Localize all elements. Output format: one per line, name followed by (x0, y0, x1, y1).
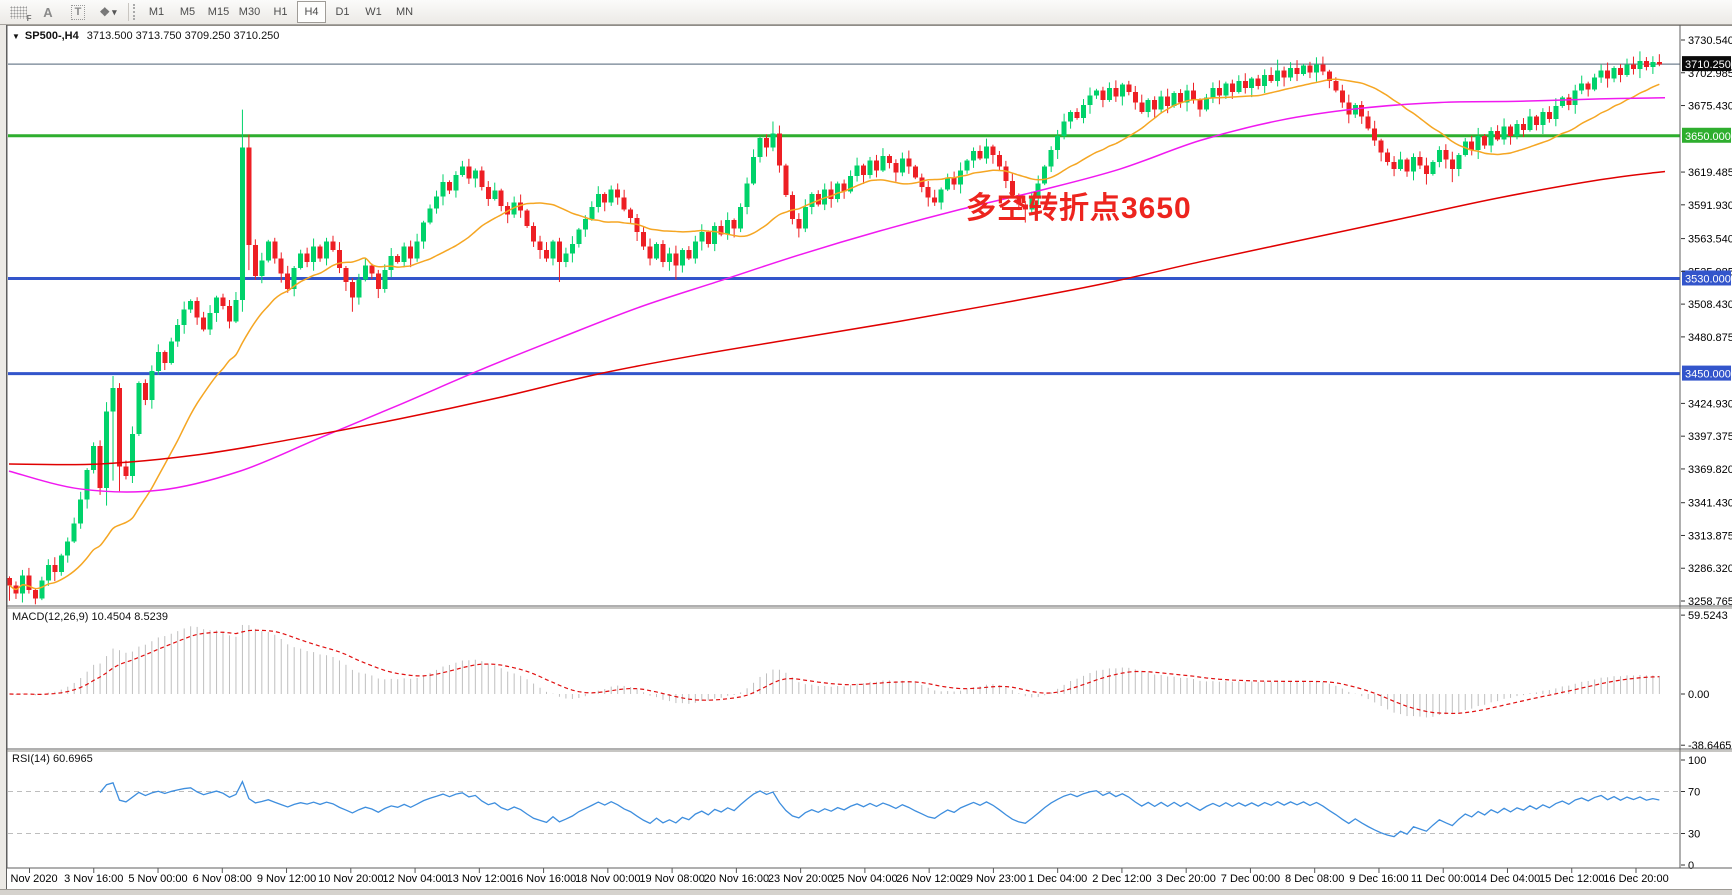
price-axis-label: 3508.430 (1688, 299, 1732, 311)
chart-collapse-icon[interactable]: ▼ (12, 32, 20, 41)
timeframe-toolbar: M1 M5 M15 M30 H1 H4 D1 W1 MN (141, 1, 420, 23)
time-axis-label: 3 Dec 20:00 (1157, 873, 1216, 885)
time-axis-label: 11 Dec 00:00 (1411, 873, 1476, 885)
time-axis-label: 13 Nov 12:00 (447, 873, 512, 885)
time-axis-label: 12 Nov 04:00 (382, 873, 447, 885)
timeframe-button-M1[interactable]: M1 (148, 6, 165, 18)
fast-sma20-line (9, 78, 1660, 591)
macd-scale-label: 0.00 (1688, 689, 1709, 701)
macd-signal-line (9, 629, 1660, 715)
macd-values: 10.4504 8.5239 (91, 611, 168, 623)
rsi-header: RSI(14) 60.6965 (12, 753, 93, 765)
timeframe-button-H1[interactable]: H1 (273, 6, 288, 18)
time-axis-label: 1 Dec 04:00 (1028, 873, 1087, 885)
time-axis-label: 16 Dec 20:00 (1603, 873, 1668, 885)
price-badge-label: 3650.000 (1685, 131, 1731, 143)
rsi-title: RSI(14) (12, 753, 50, 765)
time-axis[interactable]: 2 Nov 2020 3 Nov 16:00 5 Nov 00:00 6 Nov 08… (1, 873, 1668, 885)
rsi-scale-label: 0 (1688, 860, 1694, 872)
time-axis-label: 26 Nov 12:00 (896, 873, 961, 885)
price-axis-label: 3258.765 (1688, 596, 1732, 608)
timeframe-button-M15[interactable]: M15 (207, 6, 230, 18)
time-axis-label: 19 Nov 08:00 (639, 873, 704, 885)
time-axis-label: 23 Nov 20:00 (768, 873, 833, 885)
price-badge-label: 3530.000 (1685, 273, 1731, 285)
candlestick-series (7, 60, 1662, 599)
toolbar-separator (128, 3, 129, 21)
time-axis-label: 7 Dec 00:00 (1221, 873, 1280, 885)
slow-ma-line (8, 170, 1666, 466)
price-axis[interactable]: 3730.5403702.9853675.4303619.4853591.930… (1682, 35, 1732, 872)
font-tool-icon[interactable]: A (43, 4, 53, 20)
timeframe-button-M5[interactable]: M5 (179, 6, 196, 18)
time-axis-label: 25 Nov 04:00 (832, 873, 897, 885)
price-axis-label: 3730.540 (1688, 35, 1732, 47)
macd-scale-label: 59.5243 (1688, 610, 1728, 622)
price-axis-label: 3369.820 (1688, 464, 1732, 476)
timeframe-button-H4[interactable]: H4 (297, 1, 326, 23)
chart-text-annotation[interactable]: 多空转折点3650 (966, 192, 1192, 225)
time-axis-label: 3 Nov 16:00 (64, 873, 123, 885)
toolbar: F A T ❖ ▾ M1 M5 M15 M30 H1 H4 D1 W1 MN (0, 0, 1732, 25)
drawing-tools-group: F A T ❖ ▾ (0, 2, 120, 23)
price-axis-label: 3397.375 (1688, 431, 1732, 443)
timeframe-button-M30[interactable]: M30 (238, 6, 261, 18)
toolbar-drag-handle[interactable] (133, 4, 135, 20)
arrow-objects-icon[interactable]: ❖ ▾ (99, 5, 117, 19)
price-axis-label: 3675.430 (1688, 101, 1732, 113)
time-axis-label: 9 Dec 16:00 (1349, 873, 1408, 885)
time-axis-label: 29 Nov 23:00 (961, 873, 1026, 885)
rsi-scale-label: 70 (1688, 787, 1700, 799)
time-axis-label: 2 Dec 12:00 (1092, 873, 1151, 885)
price-badge-3650.000 (1682, 127, 1731, 143)
rsi-line (99, 780, 1660, 838)
window-bottom-edge (0, 889, 1732, 895)
timeframe-button-D1[interactable]: D1 (335, 6, 350, 18)
medium-ma-line (8, 96, 1666, 493)
price-axis-label: 3591.930 (1688, 200, 1732, 212)
macd-header: MACD(12,26,9) 10.4504 8.5239 (12, 611, 168, 623)
price-axis-label: 3480.875 (1688, 332, 1732, 344)
time-axis-label: 16 Nov 16:00 (511, 873, 576, 885)
price-axis-label: 3341.430 (1688, 498, 1732, 510)
price-badge-label: 3450.000 (1685, 369, 1731, 381)
grid-dots-icon: F (9, 5, 32, 23)
chevron-down-icon: ▾ (112, 6, 117, 17)
chart-header: ▼ SP500-,H4 3713.500 3713.750 3709.250 371… (12, 30, 279, 42)
window-left-edge (0, 25, 7, 889)
timeframe-button-MN[interactable]: MN (395, 6, 414, 18)
price-axis-label: 3286.320 (1688, 563, 1732, 575)
price-axis-label: 3619.485 (1688, 167, 1732, 179)
time-axis-label: 8 Dec 08:00 (1285, 873, 1344, 885)
symbol-label: SP500-,H4 (24, 30, 79, 42)
time-axis-label: 14 Dec 04:00 (1475, 873, 1540, 885)
template-grid-icon[interactable]: F (6, 2, 32, 23)
text-tool-icon[interactable]: T (66, 2, 90, 22)
rsi-value: 60.6965 (52, 753, 93, 765)
price-axis-label: 3313.875 (1688, 530, 1732, 542)
price-badge-3710.250 (1682, 56, 1731, 72)
price-badge-label: 3710.250 (1685, 59, 1731, 71)
timeframe-button-W1[interactable]: W1 (365, 6, 382, 18)
time-axis-label: 2 Nov 2020 (1, 873, 57, 885)
price-badge-3530.000 (1682, 270, 1731, 286)
price-badge-3450.000 (1682, 365, 1731, 381)
time-axis-label: 15 Dec 12:00 (1539, 873, 1604, 885)
rsi-scale-label: 100 (1688, 755, 1706, 767)
time-axis-label: 9 Nov 12:00 (257, 873, 316, 885)
price-axis-label: 3424.930 (1688, 398, 1732, 410)
macd-scale-label: -38.6465 (1688, 740, 1731, 752)
rsi-scale-label: 30 (1688, 829, 1700, 841)
time-axis-label: 20 Nov 16:00 (704, 873, 769, 885)
ohlc-values: 3713.500 3713.750 3709.250 3710.250 (86, 30, 280, 42)
time-axis-label: 18 Nov 00:00 (575, 873, 640, 885)
price-axis-label: 3563.540 (1688, 234, 1732, 246)
time-axis-label: 5 Nov 00:00 (128, 873, 187, 885)
time-axis-label: 10 Nov 20:00 (318, 873, 383, 885)
time-axis-label: 6 Nov 08:00 (193, 873, 252, 885)
macd-title: MACD(12,26,9) (12, 611, 89, 623)
